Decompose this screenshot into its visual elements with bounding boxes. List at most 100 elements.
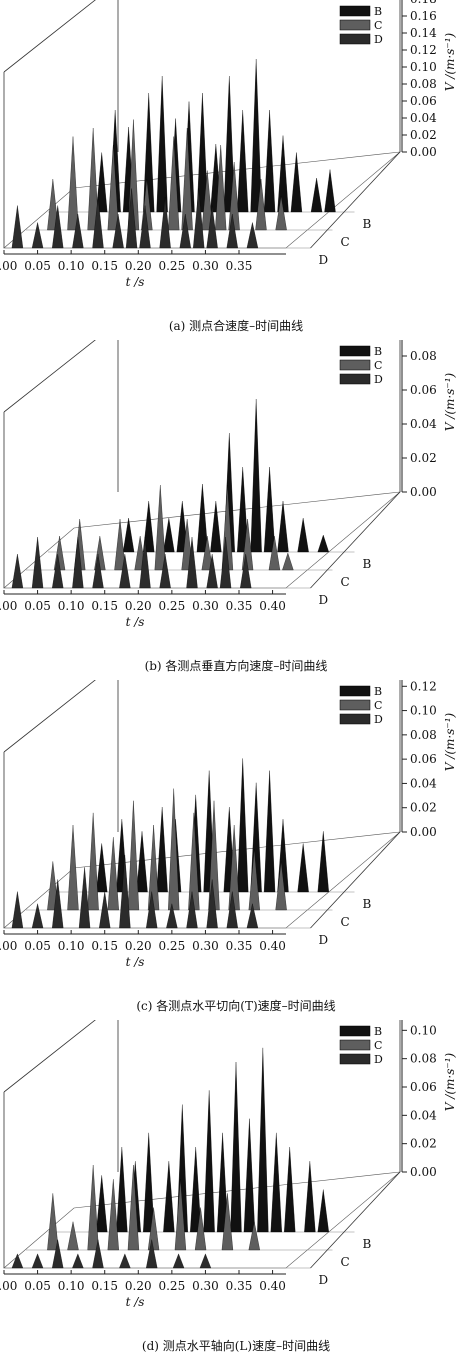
peak-B-15 xyxy=(310,177,323,213)
y-axis-label: V /(m·s⁻¹) xyxy=(443,372,457,431)
peak-B-13 xyxy=(284,1146,296,1233)
legend-label-D: D xyxy=(374,713,383,726)
x-tick-label: 0.15 xyxy=(91,599,118,613)
peak-D-4 xyxy=(92,553,104,589)
legend-swatch-B xyxy=(339,1025,371,1037)
peak-D-6 xyxy=(146,1239,158,1269)
y-tick-label: 0.06 xyxy=(410,383,437,397)
peak-C-5 xyxy=(147,824,160,911)
y-tick-label: 0.10 xyxy=(410,60,437,74)
peak-B-1 xyxy=(143,500,155,553)
peak-C-0 xyxy=(47,178,59,231)
y-tick-label: 0.04 xyxy=(410,1108,437,1122)
peak-B-9 xyxy=(230,1061,242,1233)
peak-C-10 xyxy=(268,535,281,571)
depth-label-C: C xyxy=(341,235,350,249)
series-C xyxy=(26,119,333,231)
y-tick-label: 0.02 xyxy=(410,1137,437,1151)
x-tick-label: 0.05 xyxy=(24,599,51,613)
peak-D-1 xyxy=(31,1253,44,1269)
series-B xyxy=(48,398,355,553)
depth-axis xyxy=(310,491,401,589)
depth-label-B: B xyxy=(363,1237,372,1251)
peak-B-7 xyxy=(203,1090,215,1233)
x-tick-label: 0.25 xyxy=(158,259,185,273)
x-tick-label: 0.35 xyxy=(226,259,253,273)
x-tick-label: 0.00 xyxy=(0,259,17,273)
back-wall xyxy=(117,1020,401,1172)
legend-swatch-B xyxy=(339,5,371,17)
peak-C-8 xyxy=(221,1193,234,1251)
peak-D-10 xyxy=(226,891,238,929)
peak-B-4 xyxy=(156,75,168,213)
peak-D-7 xyxy=(172,1253,185,1269)
x-tick-label: 0.10 xyxy=(58,599,85,613)
series-D xyxy=(4,536,311,589)
series-D xyxy=(4,188,311,249)
y-tick-label: 0.14 xyxy=(410,26,437,40)
peak-C-8 xyxy=(201,170,213,231)
peak-C-3 xyxy=(107,837,119,911)
y-tick-label: 0.12 xyxy=(410,680,437,693)
top-edge xyxy=(3,340,96,413)
legend-label-C: C xyxy=(374,19,382,32)
peak-B-0 xyxy=(96,1175,108,1233)
peak-B-8 xyxy=(250,398,262,553)
chart-caption: (a) 测点合速度–时间曲线 xyxy=(169,318,303,333)
peak-C-1 xyxy=(67,1221,79,1251)
legend-swatch-B xyxy=(339,685,371,697)
peak-C-3 xyxy=(107,1179,119,1251)
chart-caption: (d) 测点水平轴向(L)速度–时间曲线 xyxy=(142,1338,330,1353)
peak-B-12 xyxy=(270,1132,282,1233)
legend-label-B: B xyxy=(374,5,382,18)
peak-C-11 xyxy=(282,552,294,571)
peak-C-4 xyxy=(127,1164,140,1251)
y-tick-label: 0.08 xyxy=(410,728,437,742)
peak-D-11 xyxy=(206,205,218,249)
peak-B-8 xyxy=(237,758,249,893)
x-tick-label: 0.00 xyxy=(0,939,17,953)
x-tick-label: 0.30 xyxy=(192,939,219,953)
peak-D-8 xyxy=(186,891,198,929)
peak-D-2 xyxy=(52,205,64,249)
depth-label-D: D xyxy=(319,1273,329,1287)
peak-B-8 xyxy=(216,1132,229,1233)
peak-D-8 xyxy=(159,196,171,249)
peak-D-6 xyxy=(125,188,138,249)
x-tick-label: 0.20 xyxy=(125,1279,152,1293)
y-tick-label: 0.02 xyxy=(410,801,437,815)
peak-D-8 xyxy=(199,1253,212,1269)
y-tick-label: 0.18 xyxy=(410,0,437,6)
y-tick-label: 0.10 xyxy=(410,1023,437,1037)
peak-D-11 xyxy=(246,903,259,929)
legend-label-B: B xyxy=(374,685,382,698)
peak-C-0 xyxy=(47,1193,59,1251)
peak-D-1 xyxy=(31,222,44,249)
back-wall xyxy=(117,0,401,152)
peak-B-4 xyxy=(163,1161,175,1233)
peak-D-5 xyxy=(119,1253,131,1269)
floor xyxy=(3,831,401,929)
x-tick-label: 0.25 xyxy=(158,939,185,953)
top-edge xyxy=(3,1020,96,1093)
x-tick-label: 0.30 xyxy=(192,599,219,613)
peak-C-7 xyxy=(194,1207,207,1251)
legend-swatch-D xyxy=(339,33,371,45)
chart-caption: (b) 各测点垂直方向速度–时间曲线 xyxy=(145,658,328,673)
peak-B-5 xyxy=(210,500,222,553)
peak-B-9 xyxy=(263,466,276,553)
depth-label-D: D xyxy=(319,253,329,267)
legend-label-C: C xyxy=(374,699,382,712)
y-tick-label: 0.08 xyxy=(410,349,437,363)
top-edge xyxy=(3,680,96,753)
x-tick-label: 0.15 xyxy=(91,1279,118,1293)
peak-B-4 xyxy=(196,483,209,553)
peak-C-9 xyxy=(215,144,227,231)
peak-C-11 xyxy=(255,178,267,231)
depth-label-D: D xyxy=(319,593,329,607)
x-tick-label: 0.30 xyxy=(192,1279,219,1293)
